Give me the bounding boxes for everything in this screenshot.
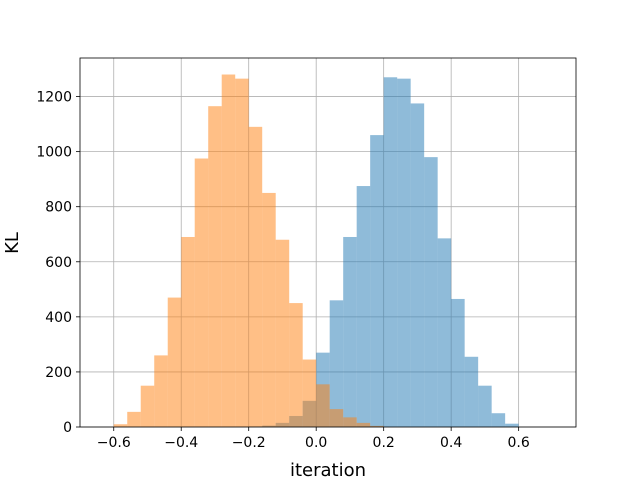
histogram-series-1: [248, 77, 519, 427]
histogram-bar: [424, 157, 438, 427]
histogram-bar: [356, 422, 371, 427]
histogram-bar: [127, 411, 141, 427]
histogram-bar: [194, 158, 209, 427]
x-tick-label: −0.6: [97, 435, 131, 451]
histogram-bar: [410, 103, 425, 427]
y-tick-label: 800: [45, 200, 72, 216]
y-tick-label: 400: [45, 310, 72, 326]
y-tick-label: 200: [45, 365, 72, 381]
histogram-bar: [167, 297, 182, 427]
histogram-bar: [451, 298, 465, 427]
histogram-bar: [343, 236, 357, 427]
histogram-bar: [478, 385, 492, 427]
plot-frame: [79, 57, 577, 428]
x-tick-label: 0.4: [440, 435, 462, 451]
histogram-bar: [289, 303, 303, 427]
x-axis-label: iteration: [290, 460, 366, 480]
x-tick-label: −0.4: [164, 435, 198, 451]
histogram-bar: [370, 135, 384, 427]
histogram-bar: [154, 355, 168, 427]
histogram-bar: [221, 74, 236, 427]
histogram-bar: [181, 236, 195, 427]
histogram-bar: [437, 238, 452, 427]
x-tick-label: 0.0: [305, 435, 327, 451]
histogram-bar: [140, 385, 155, 427]
histogram-bar: [397, 78, 411, 427]
histogram-bar: [316, 384, 330, 427]
histogram-bar: [248, 126, 263, 427]
y-tick-label: 0: [63, 420, 72, 436]
histogram-bar: [464, 356, 479, 427]
y-tick-label: 1000: [36, 145, 72, 161]
y-tick-label: 600: [45, 255, 72, 271]
histogram-bar: [235, 78, 249, 427]
histogram-series-2: [113, 74, 384, 427]
histogram-bar: [370, 425, 384, 427]
histogram-bars: [113, 74, 519, 427]
histogram-bar: [343, 417, 357, 427]
histogram-bar: [275, 239, 290, 427]
histogram-bar: [302, 359, 317, 427]
histogram-bar: [356, 186, 371, 427]
histogram-bar: [329, 300, 344, 427]
x-tick-label: 0.6: [508, 435, 530, 451]
histogram-bar: [491, 413, 506, 427]
x-tick-label: 0.2: [373, 435, 395, 451]
x-tick-label: −0.2: [232, 435, 266, 451]
histogram-bar: [262, 192, 276, 427]
histogram-bar: [505, 423, 519, 427]
histogram-bar: [208, 106, 222, 427]
histogram-bar: [329, 409, 344, 427]
axis-ticks: −0.6 −0.4 −0.2 0.0 0.2 0.4 0.6 0 200 400 600 800 100…: [36, 90, 530, 451]
y-axis-label: KL: [2, 232, 23, 254]
histogram-bar: [383, 77, 398, 427]
histogram-bar: [113, 424, 128, 427]
y-tick-label: 1200: [36, 90, 72, 106]
